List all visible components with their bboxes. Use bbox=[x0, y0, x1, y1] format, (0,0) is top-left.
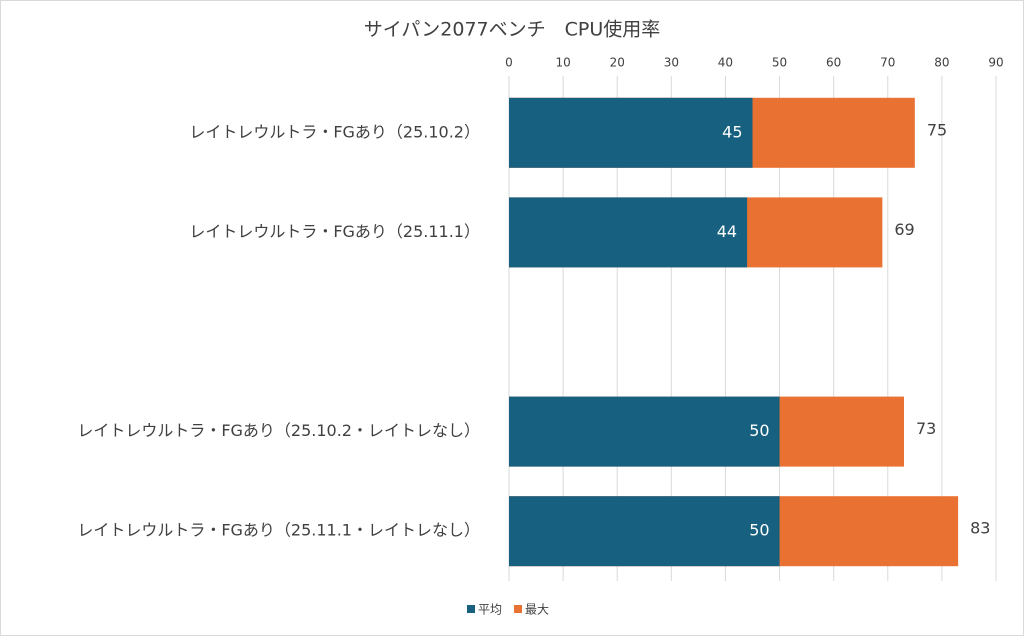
y-tick-label: レイトレウルトラ・FGあり（25.10.2・レイトレなし） bbox=[77, 421, 480, 440]
data-label: 50 bbox=[749, 421, 769, 440]
bar bbox=[509, 197, 748, 268]
x-tick-label: 50 bbox=[772, 56, 787, 70]
y-tick-label: レイトレウルトラ・FGあり（25.11.1・レイトレなし） bbox=[77, 521, 480, 540]
x-tick-label: 90 bbox=[988, 56, 1003, 70]
legend-label: 最大 bbox=[525, 603, 549, 617]
bar bbox=[509, 396, 780, 467]
x-tick-label: 60 bbox=[826, 56, 841, 70]
data-label: 44 bbox=[717, 222, 737, 241]
x-tick-label: 70 bbox=[880, 56, 895, 70]
x-tick-label: 40 bbox=[718, 56, 733, 70]
data-label: 69 bbox=[894, 220, 914, 239]
x-tick-label: 80 bbox=[934, 56, 949, 70]
legend-label: 平均 bbox=[478, 603, 502, 617]
data-label: 75 bbox=[927, 120, 947, 139]
data-label: 50 bbox=[749, 521, 769, 540]
data-label: 45 bbox=[722, 122, 742, 141]
data-label: 73 bbox=[916, 419, 936, 438]
x-tick-label: 30 bbox=[664, 56, 679, 70]
bar bbox=[509, 496, 780, 567]
y-tick-label: レイトレウルトラ・FGあり（25.10.2） bbox=[189, 122, 480, 141]
chart-title: サイパン2077ベンチ CPU使用率 bbox=[364, 19, 661, 41]
x-tick-label: 10 bbox=[555, 56, 570, 70]
legend-swatch bbox=[514, 605, 523, 613]
y-tick-label: レイトレウルトラ・FGあり（25.11.1） bbox=[189, 222, 480, 241]
bar bbox=[509, 97, 753, 168]
legend-swatch bbox=[467, 605, 475, 613]
x-tick-label: 20 bbox=[610, 56, 625, 70]
data-label: 83 bbox=[970, 519, 990, 538]
x-tick-label: 0 bbox=[505, 56, 513, 70]
